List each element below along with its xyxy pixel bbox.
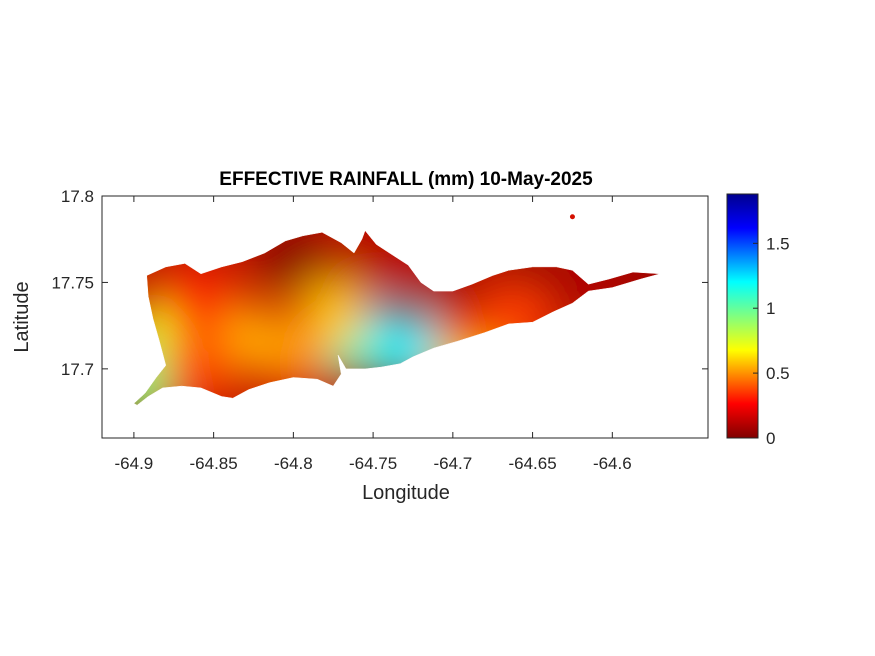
y-axis-label: Latitude (11, 281, 33, 352)
colorbar-tick-label: 1 (766, 299, 775, 318)
x-tick-label: -64.65 (508, 454, 556, 473)
colorbar-ticks: 0 0.5 1 1.5 (753, 234, 790, 448)
colorbar (726, 193, 759, 439)
field-sample-13 (161, 263, 234, 336)
x-tick-label: -64.7 (433, 454, 472, 473)
y-tick-label: 17.75 (51, 273, 94, 292)
x-axis-label: Longitude (362, 482, 450, 504)
colorbar-tick-label: 0 (766, 429, 775, 448)
y-tick-label: 17.8 (61, 187, 94, 206)
y-axis-ticks: 17.7 17.75 17.8 (51, 187, 708, 379)
colorbar-tick-label: 0.5 (766, 364, 790, 383)
x-tick-label: -64.9 (115, 454, 154, 473)
chart-title: EFFECTIVE RAINFALL (mm) 10-May-2025 (219, 169, 593, 190)
x-tick-label: -64.85 (190, 454, 238, 473)
x-tick-label: -64.75 (349, 454, 397, 473)
y-tick-label: 17.7 (61, 360, 94, 379)
small-islet (569, 214, 575, 220)
x-axis-ticks: -64.9 -64.85 -64.8 -64.75 -64.7 -64.65 -64.6 (115, 196, 632, 473)
x-tick-label: -64.6 (593, 454, 632, 473)
x-tick-label: -64.8 (274, 454, 313, 473)
island-outline (133, 230, 661, 406)
colorbar-tick-label: 1.5 (766, 234, 790, 253)
